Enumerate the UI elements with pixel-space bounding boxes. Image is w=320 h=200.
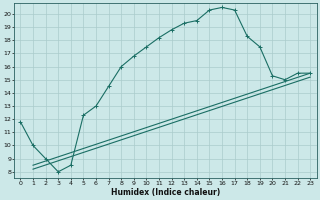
X-axis label: Humidex (Indice chaleur): Humidex (Indice chaleur) — [111, 188, 220, 197]
